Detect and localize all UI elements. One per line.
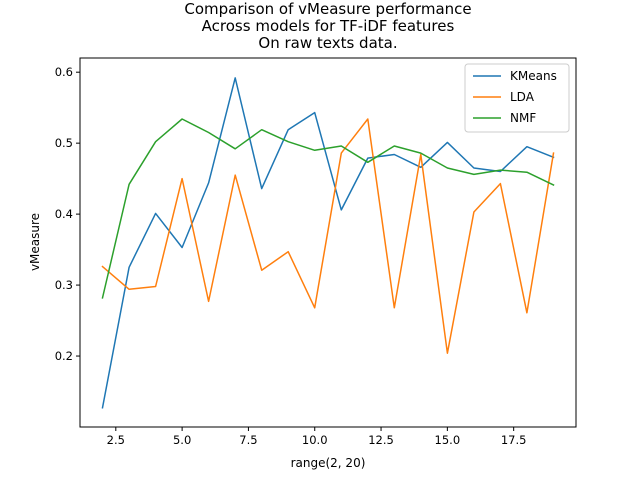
x-tick-label: 5.0 [173, 433, 191, 447]
series-line-lda [101, 118, 555, 354]
y-tick-label: 0.2 [55, 349, 73, 363]
y-tick-label: 0.6 [55, 65, 73, 79]
x-tick-label: 2.5 [107, 433, 125, 447]
y-tick-label: 0.4 [55, 207, 73, 221]
chart-title-line-2: Across models for TF-iDF features [202, 17, 455, 35]
y-tick-label: 0.3 [55, 278, 73, 292]
x-tick-label: 12.5 [368, 433, 394, 447]
series-lines [101, 77, 555, 409]
y-axis-ticks: 0.2 0.3 0.4 0.5 0.6 [55, 65, 80, 363]
x-tick-label: 17.5 [501, 433, 527, 447]
plot-frame [79, 57, 577, 428]
x-tick-label: 10.0 [302, 433, 328, 447]
chart-title: Comparison of vMeasure performance Acros… [184, 0, 471, 52]
legend-label-kmeans: KMeans [510, 69, 557, 83]
x-tick-label: 15.0 [435, 433, 461, 447]
chart-title-line-3: On raw texts data. [258, 34, 397, 52]
legend-label-nmf: NMF [510, 111, 536, 125]
x-tick-label: 7.5 [239, 433, 257, 447]
legend-label-lda: LDA [510, 90, 535, 104]
x-axis-ticks: 2.5 5.0 7.5 10.0 12.5 15.0 17.5 [107, 427, 527, 447]
legend: KMeans LDA NMF [464, 63, 570, 133]
series-line-nmf [101, 118, 555, 299]
legend-box [464, 63, 570, 133]
chart-title-line-1: Comparison of vMeasure performance [184, 0, 471, 18]
y-tick-label: 0.5 [55, 136, 73, 150]
y-axis-label: vMeasure [28, 213, 42, 271]
x-axis-label: range(2, 20) [291, 456, 366, 470]
series-line-kmeans [101, 77, 555, 409]
